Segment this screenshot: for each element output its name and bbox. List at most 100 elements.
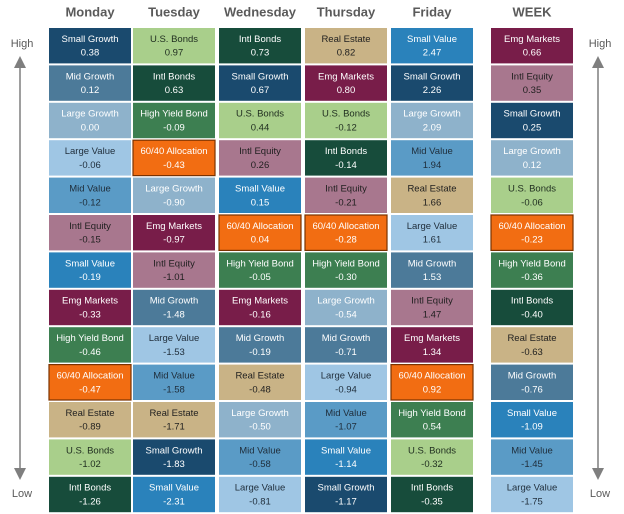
cell [391, 476, 473, 513]
cell-value: 2.09 [423, 122, 442, 133]
cell [219, 65, 301, 101]
cell-value: 1.61 [423, 235, 442, 246]
cell-value: -1.53 [163, 347, 185, 358]
cell-label: Small Value [321, 445, 371, 456]
cell [305, 476, 387, 513]
cell-label: Large Growth [503, 146, 561, 157]
cell [133, 289, 215, 326]
cell-label: Small Value [507, 408, 557, 419]
cell [49, 102, 131, 139]
cell-label: Mid Growth [66, 71, 115, 82]
axis-low-left: Low [12, 488, 32, 500]
cell-value: -1.58 [163, 384, 185, 395]
cell-value: -0.21 [335, 197, 357, 208]
cell [305, 289, 387, 326]
cell-value: -0.58 [249, 459, 271, 470]
cell [305, 140, 387, 176]
cell-label: Large Value [407, 221, 458, 232]
cell-label: Real Estate [235, 370, 284, 381]
cell-value: -0.12 [79, 197, 101, 208]
cell-label: Large Growth [145, 183, 203, 194]
cell-label: Mid Value [325, 408, 367, 419]
cell-label: U.S. Bonds [150, 34, 198, 45]
cell-value: -0.19 [79, 272, 101, 283]
cell-value: -0.19 [249, 347, 271, 358]
cell-label: Intl Equity [511, 71, 553, 82]
cell [390, 364, 474, 401]
cell-label: Emg Markets [318, 71, 374, 82]
cell-label: Large Growth [231, 408, 289, 419]
cell-label: Large Value [235, 483, 286, 494]
cell-value: -1.71 [163, 422, 185, 433]
cell-label: Large Growth [317, 296, 375, 307]
cell [133, 439, 215, 475]
cell-label: Small Value [65, 258, 115, 269]
cell-value: 0.66 [523, 48, 542, 59]
cell [133, 177, 215, 213]
cell [219, 140, 301, 176]
column-header: Wednesday [224, 4, 297, 19]
cell-value: -0.14 [335, 160, 357, 171]
cell-label: Real Estate [149, 408, 198, 419]
cell-value: -1.83 [163, 459, 185, 470]
cell [391, 65, 473, 101]
cell-value: 0.00 [81, 122, 100, 133]
cell [219, 102, 301, 139]
cell-value: -0.35 [421, 496, 443, 507]
cell-label: Mid Growth [322, 333, 371, 344]
cell [49, 402, 131, 438]
cell [391, 402, 473, 438]
cell [491, 65, 573, 101]
cell-label: High Yield Bond [312, 258, 380, 269]
cell-value: 0.38 [81, 48, 100, 59]
cell-label: Real Estate [507, 333, 556, 344]
cell [305, 65, 387, 101]
cell-value: -0.36 [521, 272, 543, 283]
cell [219, 364, 301, 400]
cell-label: Intl Bonds [239, 34, 281, 45]
cell-label: Mid Value [153, 370, 195, 381]
cell [391, 102, 473, 139]
cell-label: Emg Markets [504, 34, 560, 45]
cell-label: Large Value [321, 370, 372, 381]
cell-label: Intl Bonds [153, 71, 195, 82]
cell [49, 65, 131, 101]
cell-value: -0.89 [79, 422, 101, 433]
cell-value: -0.71 [335, 347, 357, 358]
cell [491, 289, 573, 326]
cell-label: Intl Equity [153, 258, 195, 269]
cell-value: -0.16 [249, 309, 271, 320]
cell-label: 60/40 Allocation [398, 370, 465, 381]
cell-value: 1.47 [423, 309, 442, 320]
cell-value: 0.12 [81, 85, 100, 96]
cell-label: Emg Markets [62, 296, 118, 307]
cell-label: Small Growth [403, 71, 460, 82]
cell [133, 252, 215, 288]
cell [491, 28, 573, 64]
cell-label: Mid Growth [508, 370, 557, 381]
cell-value: -0.30 [335, 272, 357, 283]
cell [49, 439, 131, 475]
cell-value: 0.82 [337, 48, 356, 59]
cell-value: 2.26 [423, 85, 442, 96]
cell-value: -1.45 [521, 459, 543, 470]
cell-label: Mid Growth [236, 333, 285, 344]
cell-value: -0.46 [79, 347, 101, 358]
cell-value: -1.26 [79, 496, 101, 507]
cell [491, 364, 573, 400]
cell-value: -1.14 [335, 459, 357, 470]
cell-label: Intl Bonds [325, 146, 367, 157]
cell-label: Small Growth [503, 109, 560, 120]
cell-label: High Yield Bond [398, 408, 466, 419]
cell-value: -0.81 [249, 496, 271, 507]
cell-label: Mid Value [69, 183, 111, 194]
cell-value: -0.97 [163, 235, 185, 246]
cell [304, 214, 388, 252]
cell-label: High Yield Bond [140, 109, 208, 120]
cell-value: -0.94 [335, 384, 357, 395]
cell-label: Intl Bonds [69, 483, 111, 494]
cell-label: Emg Markets [404, 333, 460, 344]
cell-label: 60/40 Allocation [226, 221, 293, 232]
cell-value: -1.48 [163, 309, 185, 320]
cell-value: 0.63 [165, 85, 184, 96]
